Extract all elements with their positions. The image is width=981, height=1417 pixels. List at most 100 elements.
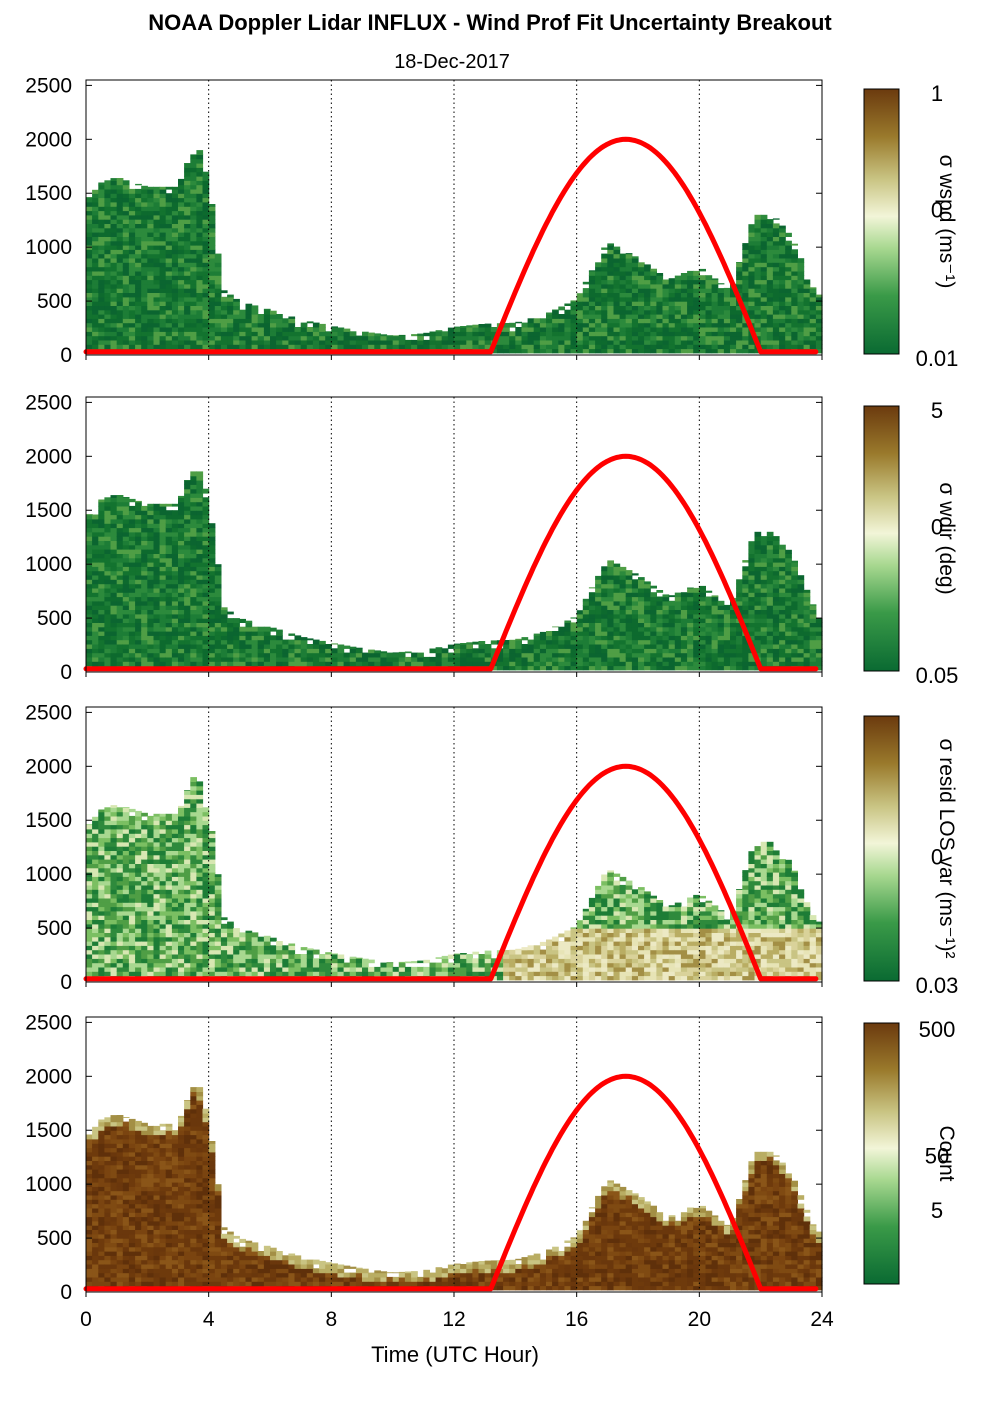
heatmap-cell (626, 258, 633, 263)
heatmap-cell (135, 236, 142, 241)
heatmap-cell (209, 262, 216, 267)
heatmap-cell (362, 657, 369, 662)
heatmap-cell (798, 579, 805, 584)
heatmap-cell (190, 506, 197, 511)
heatmap-cell (86, 605, 93, 610)
heatmap-cell (706, 340, 713, 345)
heatmap-cell (767, 254, 774, 259)
heatmap-cell (123, 648, 130, 653)
heatmap-cell (761, 249, 768, 254)
heatmap-cell (798, 653, 805, 658)
heatmap-cell (135, 894, 142, 899)
heatmap-cell (767, 631, 774, 636)
heatmap-cell (147, 323, 154, 328)
heatmap-cell (681, 610, 688, 615)
heatmap-cell (632, 331, 639, 336)
heatmap-cell (160, 588, 167, 593)
heatmap-cell (135, 198, 142, 203)
heatmap-cell (798, 584, 805, 589)
heatmap-cell (154, 262, 161, 267)
heatmap-cell (620, 331, 627, 336)
heatmap-cell (141, 597, 148, 602)
heatmap-cell (86, 254, 93, 259)
heatmap-cell (184, 318, 191, 323)
heatmap-cell (313, 657, 320, 662)
heatmap-cell (166, 519, 173, 524)
heatmap-cell (632, 258, 639, 263)
heatmap-cell (472, 657, 479, 662)
heatmap-cell (123, 881, 130, 886)
heatmap-cell (129, 809, 136, 812)
heatmap-cell (755, 571, 762, 576)
heatmap-cell (338, 328, 345, 332)
heatmap-cell (111, 202, 118, 207)
heatmap-cell (111, 288, 118, 293)
heatmap-cell (196, 223, 203, 228)
heatmap-cell (748, 236, 755, 241)
heatmap-cell (767, 327, 774, 332)
heatmap-cell (172, 842, 179, 847)
heatmap-cell (104, 510, 111, 515)
heatmap-cell (767, 219, 774, 224)
heatmap-cell (669, 297, 676, 302)
heatmap-cell (104, 635, 111, 640)
heatmap-cell (460, 326, 467, 328)
heatmap-cell (160, 202, 167, 207)
heatmap-cell (798, 258, 805, 263)
heatmap-cell (172, 267, 179, 272)
heatmap-cell (141, 902, 148, 907)
heatmap-cell (172, 275, 179, 280)
heatmap-cell (748, 566, 755, 571)
heatmap-cell (564, 327, 571, 332)
heatmap-cell (123, 327, 130, 332)
heatmap-cell (111, 958, 118, 963)
heatmap-cell (135, 562, 142, 567)
heatmap-cell (626, 314, 633, 319)
heatmap-cell (147, 344, 154, 349)
heatmap-cell (810, 610, 817, 615)
heatmap-cell (203, 545, 210, 550)
heatmap-cell (196, 610, 203, 615)
heatmap-cell (135, 271, 142, 276)
heatmap-cell (724, 644, 731, 649)
heatmap-cell (350, 331, 357, 336)
heatmap-cell (724, 336, 731, 341)
heatmap-cell (742, 288, 749, 293)
heatmap-cell (141, 872, 148, 877)
heatmap-cell (779, 258, 786, 263)
heatmap-cell (209, 597, 216, 602)
heatmap-cell (154, 241, 161, 246)
heatmap-cell (712, 305, 719, 310)
heatmap-cell (117, 510, 124, 515)
heatmap-cell (546, 648, 553, 653)
heatmap-cell (135, 545, 142, 550)
heatmap-cell (773, 218, 780, 219)
heatmap-cell (656, 280, 663, 285)
heatmap-cell (166, 219, 173, 224)
heatmap-cell (129, 902, 136, 907)
heatmap-cell (111, 301, 118, 306)
heatmap-cell (129, 223, 136, 228)
heatmap-cell (767, 336, 774, 341)
heatmap-cell (791, 244, 798, 246)
heatmap-cell (86, 958, 93, 963)
heatmap-cell (135, 889, 142, 894)
heatmap-cell (104, 241, 111, 246)
heatmap-cell (626, 631, 633, 636)
colorbar-tick-label: 0.05 (916, 663, 959, 688)
heatmap-cell (190, 536, 197, 541)
heatmap-cell (669, 305, 676, 310)
heatmap-cell (761, 280, 768, 285)
heatmap-cell (724, 605, 731, 610)
heatmap-cell (111, 863, 118, 868)
heatmap-cell (98, 820, 105, 825)
heatmap-cell (117, 545, 124, 550)
heatmap-cell (98, 872, 105, 877)
heatmap-cell (755, 558, 762, 563)
heatmap-cell (129, 211, 136, 216)
heatmap-cell (117, 284, 124, 289)
heatmap-cell (92, 881, 99, 886)
heatmap-cell (117, 937, 124, 942)
heatmap-cell (135, 661, 142, 666)
heatmap-cell (301, 327, 308, 332)
